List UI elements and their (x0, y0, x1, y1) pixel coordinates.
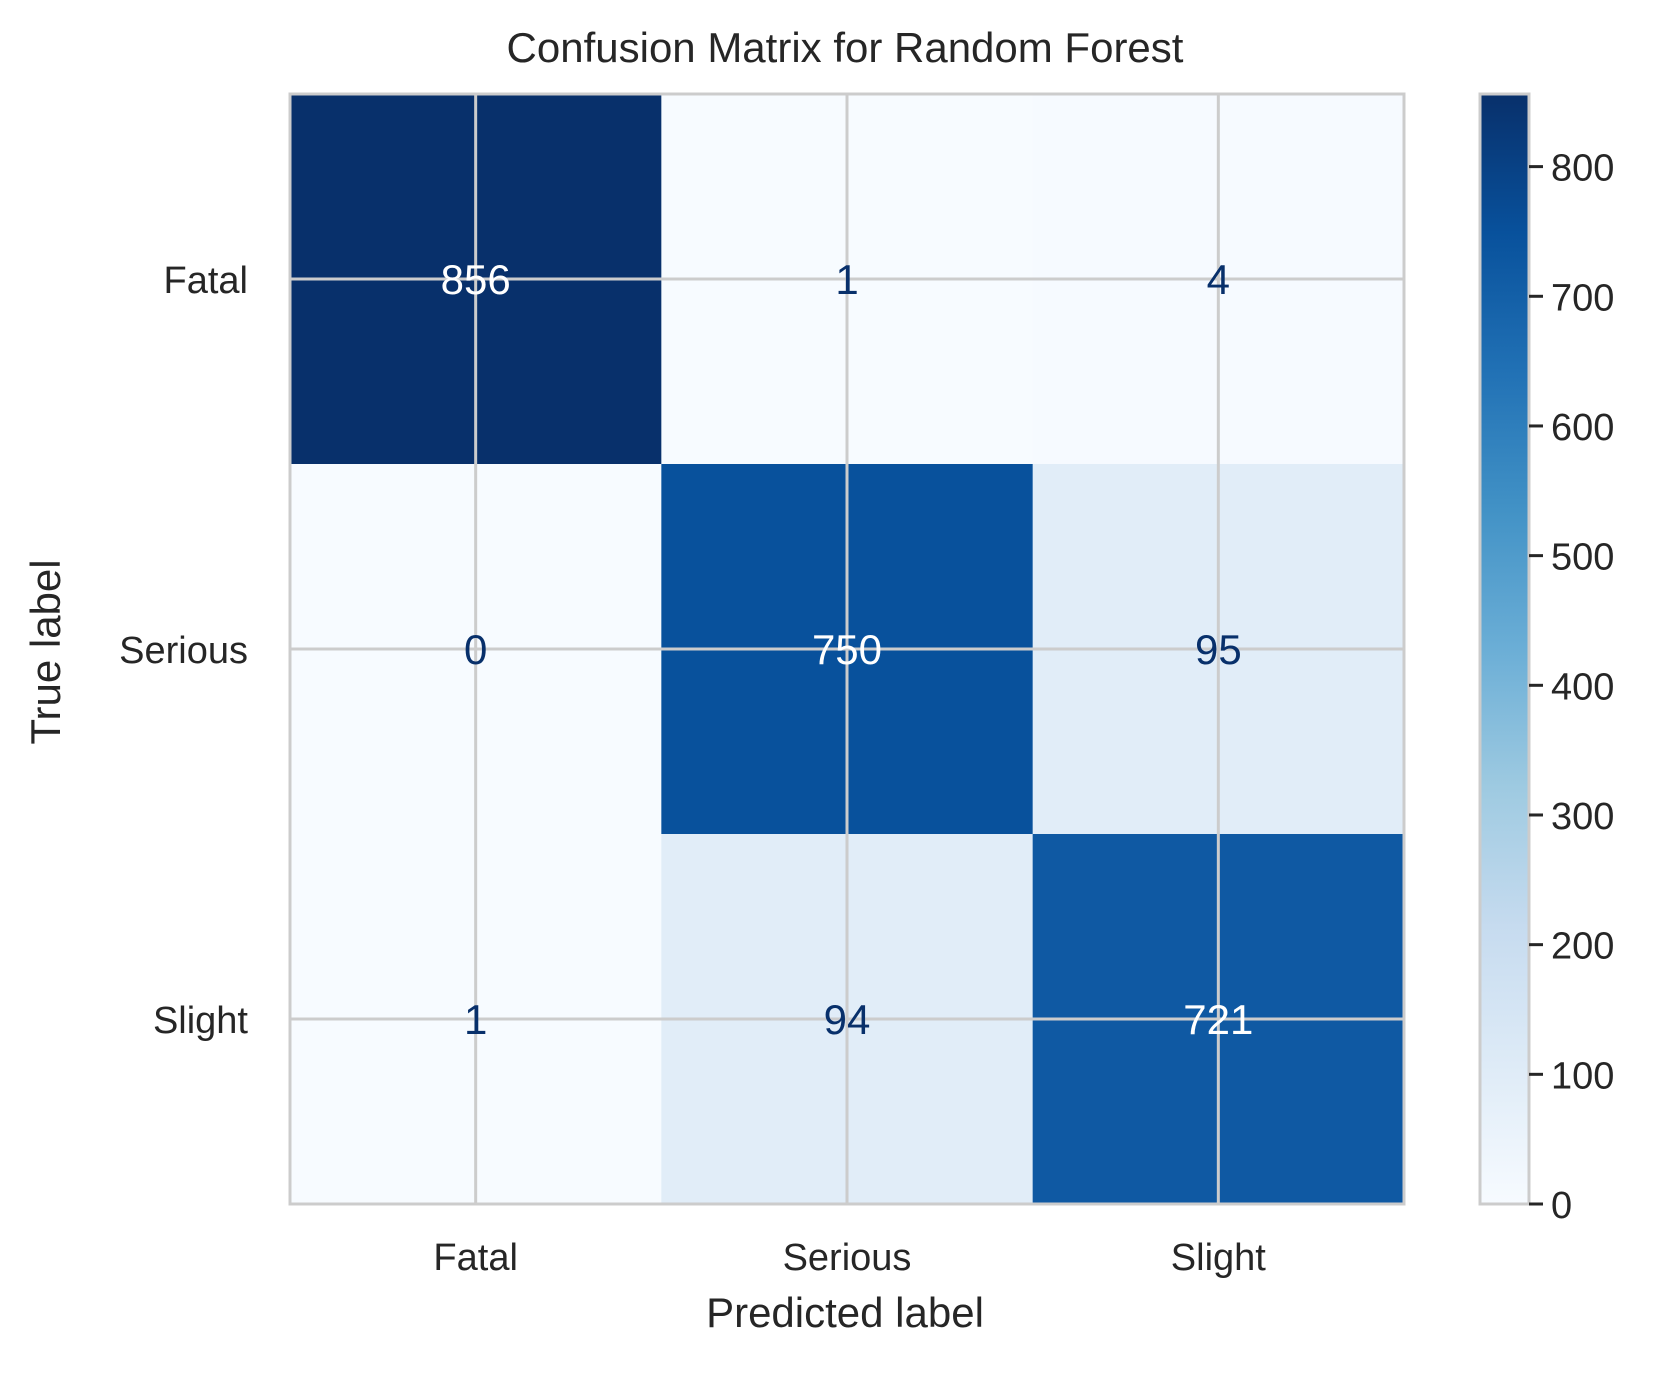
colorbar-tick-label: 800 (1551, 148, 1614, 190)
y-axis-label: True label (22, 559, 69, 744)
x-axis-label: Predicted label (706, 1289, 984, 1336)
cell-value-label: 94 (824, 996, 871, 1043)
matrix-plot: 856 1 4 0 750 95 1 94 721 Fatal Serious Slight Fatal… (119, 92, 1406, 1279)
colorbar-tick-label: 600 (1551, 407, 1614, 449)
y-tick-label: Fatal (164, 260, 248, 302)
colorbar-tick-label: 100 (1551, 1055, 1614, 1097)
y-tick-label: Slight (153, 1000, 248, 1042)
cell-value-label: 1 (464, 996, 487, 1043)
colorbar-gradient (1480, 94, 1529, 1204)
y-tick-label: Serious (119, 630, 248, 672)
cell-value-label: 721 (1183, 996, 1253, 1043)
colorbar-tick-label: 0 (1551, 1185, 1572, 1227)
x-tick-label: Slight (1171, 1237, 1266, 1279)
cell-value-label: 1 (835, 256, 858, 303)
plot-frame (288, 92, 1406, 1206)
cell-value-label: 750 (812, 626, 882, 673)
x-tick-label: Fatal (433, 1237, 517, 1279)
cell-value-label: 856 (441, 256, 511, 303)
colorbar-tick-label: 200 (1551, 926, 1614, 968)
colorbar-tick-label: 400 (1551, 666, 1614, 708)
colorbar: 0 100 200 300 400 500 600 700 800 (1478, 92, 1614, 1227)
colorbar-tick-label: 300 (1551, 796, 1614, 838)
chart-title: Confusion Matrix for Random Forest (507, 24, 1184, 71)
cell-value-label: 95 (1195, 626, 1242, 673)
cell-value-label: 4 (1207, 256, 1230, 303)
colorbar-tick-label: 500 (1551, 537, 1614, 579)
x-tick-label: Serious (783, 1237, 912, 1279)
colorbar-frame (1478, 92, 1531, 1206)
colorbar-tick-label: 700 (1551, 277, 1614, 319)
cell-value-label: 0 (464, 626, 487, 673)
